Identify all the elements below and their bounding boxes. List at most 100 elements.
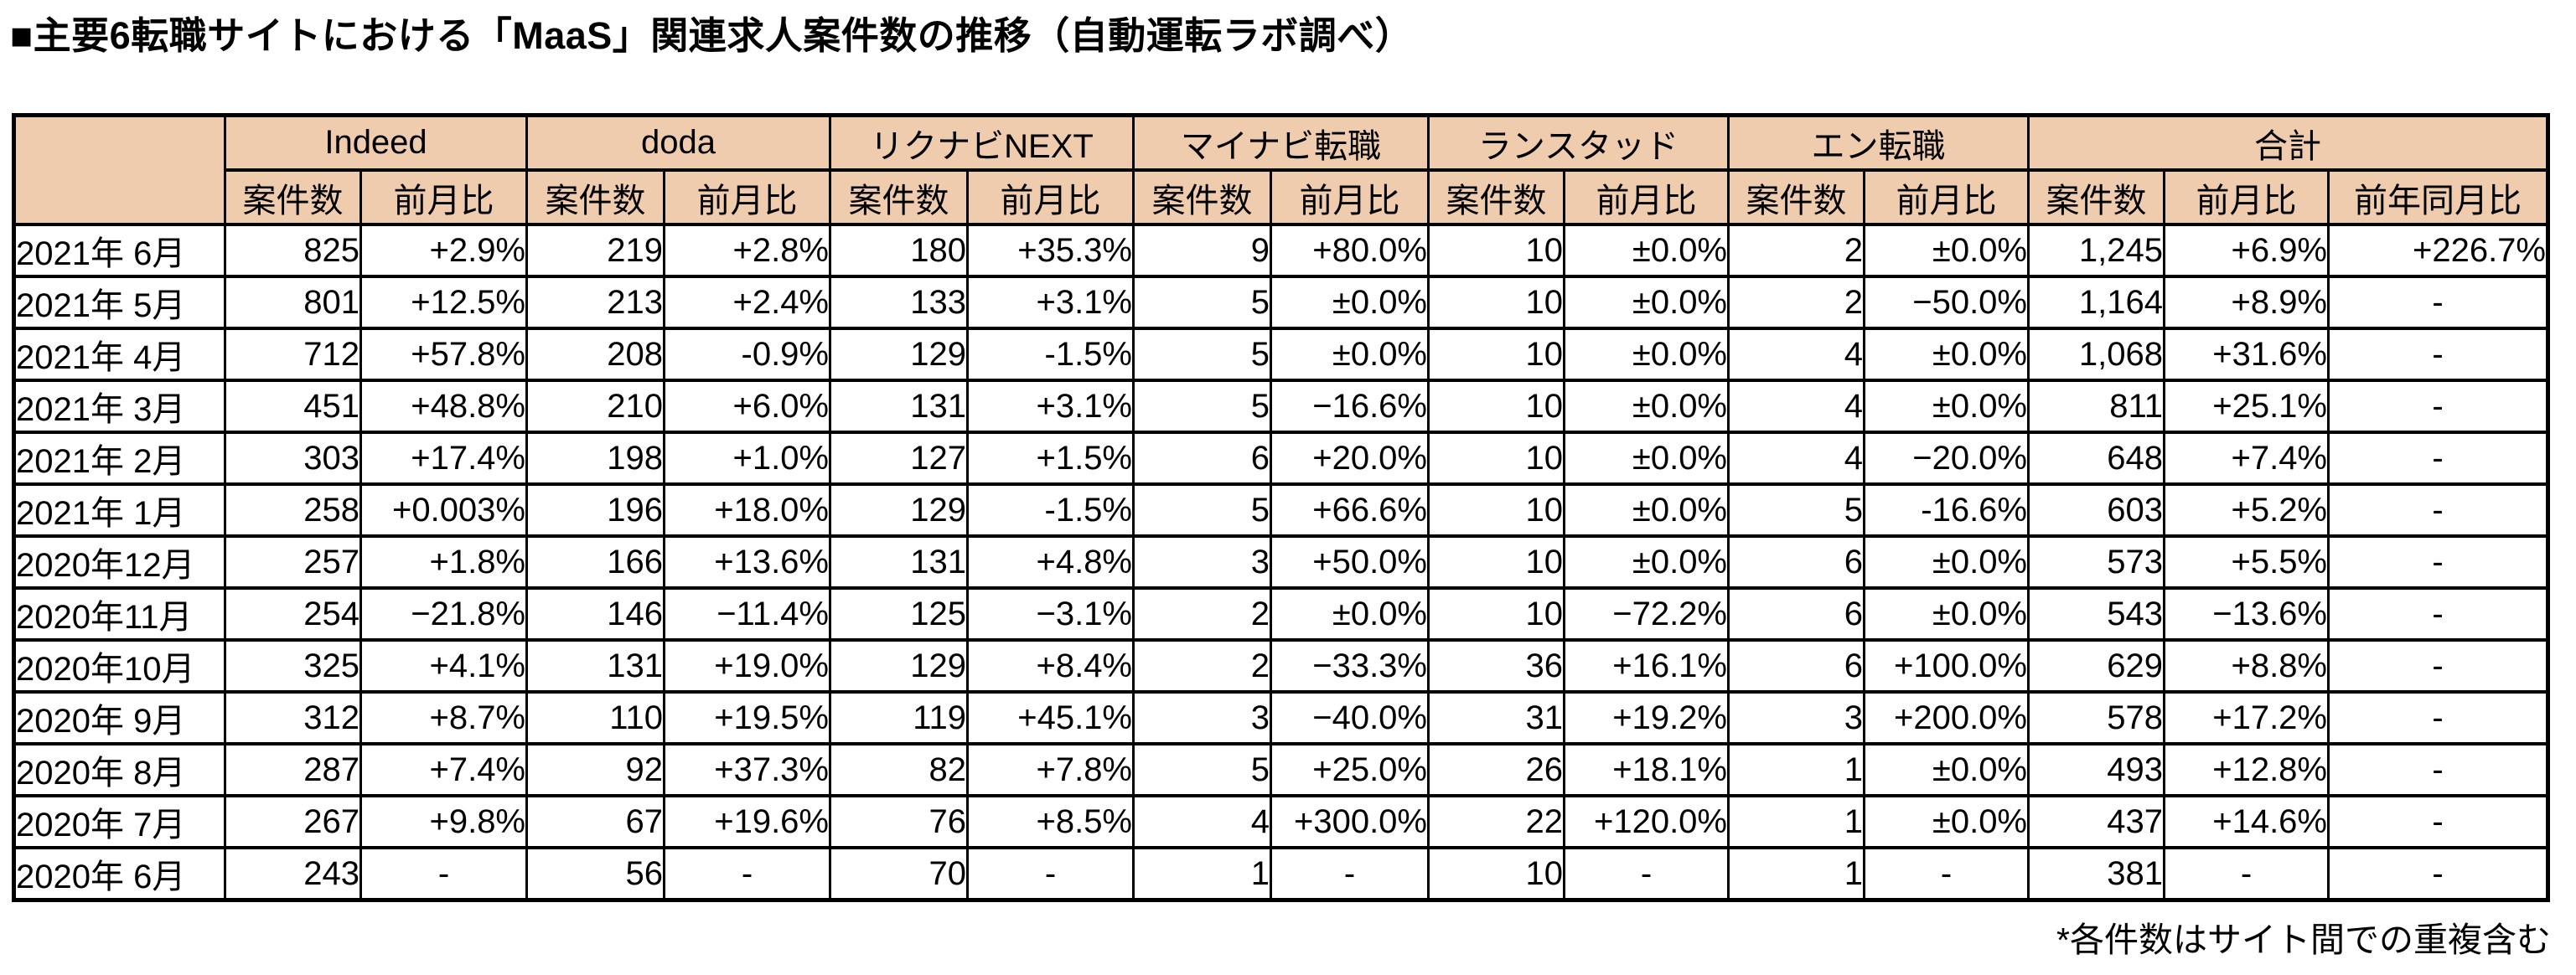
cell-month: 2021年 4月 [13, 327, 226, 382]
cell-count: 127 [829, 431, 969, 486]
cell-count: 5 [1132, 327, 1272, 382]
cell-count: 257 [224, 534, 362, 590]
cell-count: 10 [1427, 379, 1565, 434]
cell-count: 10 [1427, 534, 1565, 590]
cell-yoy: +226.7% [2327, 223, 2549, 278]
table-header: Indeed doda リクナビNEXT マイナビ転職 ランスタッド エン転職 合計 案件数前… [13, 113, 2549, 226]
cell-mom: +45.1% [966, 690, 1135, 745]
cell-mom: +6.9% [2163, 223, 2330, 278]
cell-count: 210 [525, 379, 665, 434]
cell-count: 648 [2027, 431, 2165, 486]
cell-yoy: - [2327, 742, 2549, 797]
cell-mom: +19.5% [663, 690, 831, 745]
table-row: 2020年 8月 287 +7.4% 92 +37.3% 82 +7.8% 5 +25.0% 26… [13, 742, 2549, 797]
cell-month: 2020年11月 [13, 586, 226, 642]
cell-mom: ±0.0% [1563, 327, 1730, 382]
cell-count: 196 [525, 482, 665, 538]
sub-column-header: 前月比 [966, 168, 1135, 226]
cell-count: 10 [1427, 327, 1565, 382]
cell-mom: +13.6% [663, 534, 831, 590]
cell-month: 2021年 6月 [13, 223, 226, 278]
cell-yoy: - [2327, 794, 2549, 849]
cell-count: 3 [1132, 534, 1272, 590]
cell-count: 3 [1727, 690, 1865, 745]
cell-mom: +66.6% [1270, 482, 1430, 538]
cell-mom: −50.0% [1863, 275, 2030, 330]
cell-mom: +1.0% [663, 431, 831, 486]
cell-count: 36 [1427, 638, 1565, 694]
cell-count: 10 [1427, 482, 1565, 538]
table-row: 2020年12月 257 +1.8% 166 +13.6% 131 +4.8% 3 +50.0%… [13, 534, 2549, 590]
cell-count: 1 [1727, 742, 1865, 797]
cell-mom: - [2163, 846, 2330, 902]
maas-job-listings-table: Indeed doda リクナビNEXT マイナビ転職 ランスタッド エン転職 合計 案件数前… [12, 113, 2550, 902]
cell-mom: −13.6% [2163, 586, 2330, 642]
sub-column-header: 案件数 [2027, 168, 2165, 226]
cell-count: 2 [1727, 275, 1865, 330]
cell-count: 125 [829, 586, 969, 642]
cell-count: 67 [525, 794, 665, 849]
table-row: 2020年11月 254 −21.8% 146 −11.4% 125 −3.1% 2 ±0.0%… [13, 586, 2549, 642]
cell-mom: +16.1% [1563, 638, 1730, 694]
cell-count: 219 [525, 223, 665, 278]
cell-mom: ±0.0% [1863, 742, 2030, 797]
cell-count: 129 [829, 327, 969, 382]
cell-count: 92 [525, 742, 665, 797]
cell-mom: ±0.0% [1563, 482, 1730, 538]
cell-month: 2021年 1月 [13, 482, 226, 538]
table-row: 2020年 6月 243-56-70-1-10-1-381- - [13, 846, 2549, 902]
cell-yoy: - [2327, 690, 2549, 745]
cell-month: 2020年12月 [13, 534, 226, 590]
site-group-header: エン転職 [1727, 113, 2030, 172]
cell-mom: -0.9% [663, 327, 831, 382]
cell-mom: +4.1% [360, 638, 528, 694]
cell-count: 543 [2027, 586, 2165, 642]
cell-count: 1 [1727, 794, 1865, 849]
sub-column-header: 前月比 [1563, 168, 1730, 226]
sub-column-header: 前月比 [663, 168, 831, 226]
cell-mom: +1.8% [360, 534, 528, 590]
cell-mom: +8.5% [966, 794, 1135, 849]
cell-mom: +7.8% [966, 742, 1135, 797]
cell-mom: +14.6% [2163, 794, 2330, 849]
cell-mom: - [1563, 846, 1730, 902]
corner-cell [13, 113, 226, 226]
cell-mom: -16.6% [1863, 482, 2030, 538]
cell-count: 131 [829, 534, 969, 590]
table-body: 2021年 6月 825 +2.9% 219 +2.8% 180 +35.3% 9 +80.0%… [13, 223, 2549, 902]
cell-count: 4 [1727, 431, 1865, 486]
site-group-header: doda [525, 113, 831, 172]
cell-count: 6 [1132, 431, 1272, 486]
site-group-header: Indeed [224, 113, 528, 172]
cell-mom: +120.0% [1563, 794, 1730, 849]
cell-mom: +17.2% [2163, 690, 2330, 745]
sub-column-header: 前月比 [1270, 168, 1430, 226]
cell-count: 254 [224, 586, 362, 642]
cell-mom: −40.0% [1270, 690, 1430, 745]
cell-count: 287 [224, 742, 362, 797]
sub-column-header: 案件数 [224, 168, 362, 226]
sub-column-header: 案件数 [829, 168, 969, 226]
cell-mom: - [1863, 846, 2030, 902]
cell-mom: +5.5% [2163, 534, 2330, 590]
cell-mom: ±0.0% [1863, 223, 2030, 278]
sub-column-header: 案件数 [1427, 168, 1565, 226]
cell-mom: ±0.0% [1863, 586, 2030, 642]
cell-count: 1,245 [2027, 223, 2165, 278]
cell-month: 2020年 6月 [13, 846, 226, 902]
cell-count: 1 [1727, 846, 1865, 902]
cell-mom: +100.0% [1863, 638, 2030, 694]
cell-yoy: - [2327, 327, 2549, 382]
cell-mom: −33.3% [1270, 638, 1430, 694]
cell-mom: +2.8% [663, 223, 831, 278]
cell-mom: +3.1% [966, 275, 1135, 330]
cell-mom: +0.003% [360, 482, 528, 538]
cell-count: 629 [2027, 638, 2165, 694]
site-group-header: ランスタッド [1427, 113, 1730, 172]
cell-count: 6 [1727, 534, 1865, 590]
cell-mom: −20.0% [1863, 431, 2030, 486]
sub-column-header: 案件数 [1132, 168, 1272, 226]
cell-mom: - [663, 846, 831, 902]
table-row: 2021年 1月 258 +0.003% 196 +18.0% 129 -1.5% 5 +66.… [13, 482, 2549, 538]
cell-mom: +18.0% [663, 482, 831, 538]
